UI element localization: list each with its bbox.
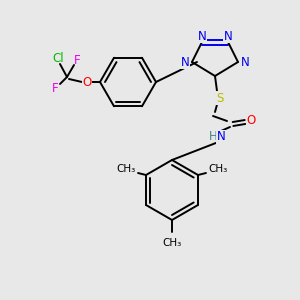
Text: O: O (82, 76, 91, 88)
Text: F: F (52, 82, 58, 95)
Text: CH₃: CH₃ (116, 164, 136, 174)
Text: CH₃: CH₃ (208, 164, 228, 174)
Text: N: N (217, 130, 225, 143)
Text: N: N (181, 56, 189, 68)
Text: N: N (241, 56, 249, 68)
Text: N: N (224, 29, 232, 43)
Text: H: H (208, 130, 217, 143)
Text: O: O (246, 113, 256, 127)
Text: S: S (216, 92, 224, 104)
Text: F: F (74, 55, 80, 68)
Text: N: N (198, 29, 206, 43)
Text: Cl: Cl (52, 52, 64, 65)
Text: CH₃: CH₃ (162, 238, 182, 248)
